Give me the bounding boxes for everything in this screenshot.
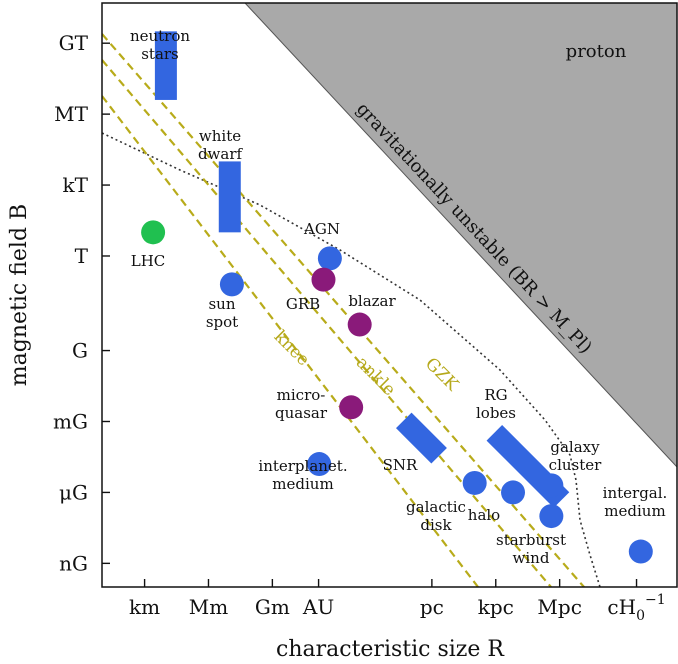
source-point-lhc	[141, 220, 166, 245]
source-point-sun-spot	[219, 272, 244, 297]
x-tick-label: kpc	[478, 595, 514, 619]
source-label-lhc: LHC	[131, 252, 166, 270]
source-bar-neutron-stars	[154, 31, 177, 100]
source-label-rg-lobes: RG lobes	[476, 386, 516, 422]
source-label-blazar: blazar	[348, 292, 396, 310]
source-marks	[141, 31, 653, 564]
y-tick-label: mG	[53, 409, 88, 433]
x-tick-label: AU	[302, 595, 334, 619]
source-label-agn: AGN	[303, 220, 340, 238]
source-label-interplanet-medium: interplanet. medium	[258, 457, 347, 493]
source-label-galactic-disk: galactic disk	[406, 498, 466, 534]
source-point-intergal-medium	[628, 539, 653, 564]
y-tick-label: kT	[63, 173, 89, 197]
x-tick-label: Mm	[189, 595, 228, 619]
x-tick-label: Mpc	[537, 595, 581, 619]
x-tick-label: km	[129, 595, 160, 619]
source-bar-white-dwarf	[218, 161, 241, 233]
x-axis-ticks: km Mm Gm AU pc kpc Mpc cH0−1	[129, 579, 666, 624]
plot-area	[102, 3, 677, 587]
source-label-neutron-stars: neutron stars	[130, 27, 190, 63]
region-label-proton: proton	[566, 41, 627, 62]
source-point-micro-quasar	[339, 395, 364, 420]
y-axis-title: magnetic field B	[7, 204, 32, 386]
source-label-micro-quasar: micro-quasar	[275, 386, 328, 422]
source-label-white-dwarf: white dwarf	[198, 127, 244, 163]
source-label-intergal-medium: intergal. medium	[603, 484, 668, 520]
source-label-halo: halo	[468, 506, 500, 524]
source-point-galactic-disk	[462, 470, 487, 495]
source-label-starburst-wind: starburst wind	[496, 531, 566, 567]
source-label-sun-spot: sun spot	[206, 295, 238, 331]
ankle-line	[102, 59, 552, 587]
source-labels: LHC neutron stars white dwarf sun spot AGN GRB bl…	[130, 27, 667, 567]
y-tick-label: μG	[59, 480, 88, 504]
y-tick-label: G	[72, 339, 88, 363]
band-label-knee: knee	[270, 327, 313, 370]
plot-frame	[101, 2, 678, 588]
y-tick-label: T	[75, 244, 89, 268]
x-axis-title: characteristic size R	[276, 637, 505, 662]
gravitationally-unstable-region	[244, 3, 677, 468]
y-tick-label: MT	[54, 102, 88, 126]
source-point-grb	[311, 267, 336, 292]
source-label-grb: GRB	[286, 295, 320, 313]
source-point-halo	[501, 480, 526, 505]
source-point-interplanet-medium	[307, 452, 332, 477]
source-point-blazar	[347, 312, 372, 337]
x-tick-label: cH0−1	[607, 592, 665, 624]
band-label-ankle: ankle	[352, 353, 399, 400]
source-point-agn	[317, 246, 342, 271]
y-axis-ticks: GT MT kT T GmG μG nG	[53, 31, 110, 575]
source-label-snr: SNR	[383, 456, 418, 474]
y-tick-label: nG	[59, 551, 88, 575]
source-point-galaxy-cluster	[539, 473, 564, 498]
source-label-galaxy-cluster: galaxy cluster	[549, 438, 602, 474]
x-tick-label: pc	[420, 595, 444, 619]
y-tick-label: GT	[59, 31, 89, 55]
source-bar-snr	[395, 412, 447, 464]
band-label-gzk: GZK	[421, 354, 462, 395]
x-tick-label: Gm	[255, 595, 290, 619]
source-point-starburst-wind	[539, 504, 564, 529]
